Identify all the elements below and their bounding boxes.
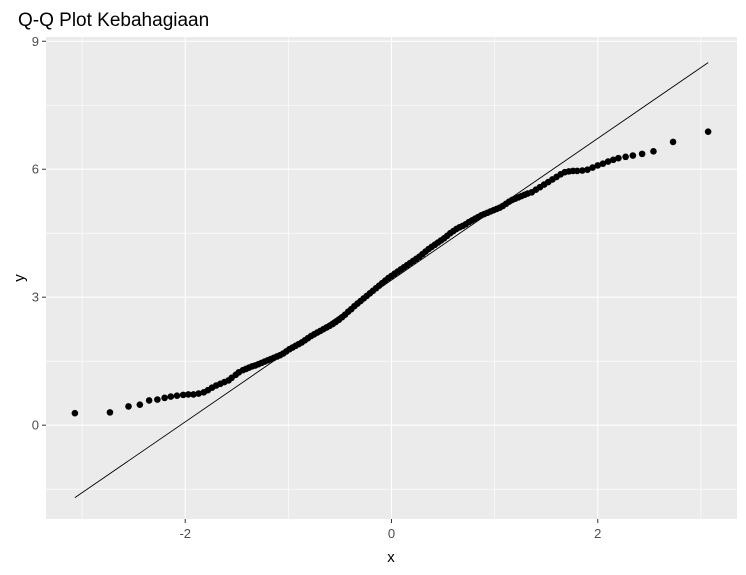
data-point: [136, 401, 144, 408]
y-tick-label: 0: [32, 418, 39, 433]
data-point: [145, 397, 153, 404]
x-tick-label: 2: [594, 526, 601, 541]
data-point: [599, 160, 607, 167]
data-point: [106, 409, 114, 416]
data-point: [629, 152, 637, 159]
reference-line-group: [74, 62, 709, 499]
data-point: [615, 154, 622, 162]
x-axis-title: x: [387, 549, 395, 566]
data-point: [573, 167, 581, 175]
data-point: [179, 391, 187, 399]
reference-line: [74, 62, 709, 499]
data-point: [704, 128, 712, 135]
data-point: [638, 150, 646, 158]
data-point: [185, 391, 192, 398]
data-point: [167, 393, 175, 400]
data-point: [161, 394, 168, 402]
data-point: [669, 138, 677, 146]
y-axis-title: y: [11, 274, 28, 282]
y-tick-label: 3: [32, 290, 39, 305]
data-point: [190, 391, 197, 398]
data-point: [609, 156, 617, 164]
chart-title: Q-Q Plot Kebahagiaan: [18, 10, 209, 31]
y-tick-label: 6: [32, 162, 39, 177]
data-points: [71, 128, 712, 417]
y-tick-label: 9: [32, 34, 39, 49]
data-point: [650, 148, 657, 155]
data-point: [589, 164, 596, 171]
data-point: [578, 167, 586, 174]
data-point: [173, 392, 181, 400]
data-point: [622, 153, 629, 161]
x-axis-ticks: -2 0 2: [179, 519, 601, 541]
data-point: [154, 396, 161, 403]
x-tick-label: -2: [179, 526, 191, 541]
data-point: [594, 162, 602, 169]
data-point: [584, 166, 591, 173]
data-point: [125, 403, 132, 410]
data-point: [604, 158, 612, 165]
data-point: [195, 390, 202, 397]
data-point: [71, 409, 79, 417]
x-tick-label: 0: [388, 526, 395, 541]
y-axis-ticks: 0 3 6 9: [32, 34, 46, 433]
